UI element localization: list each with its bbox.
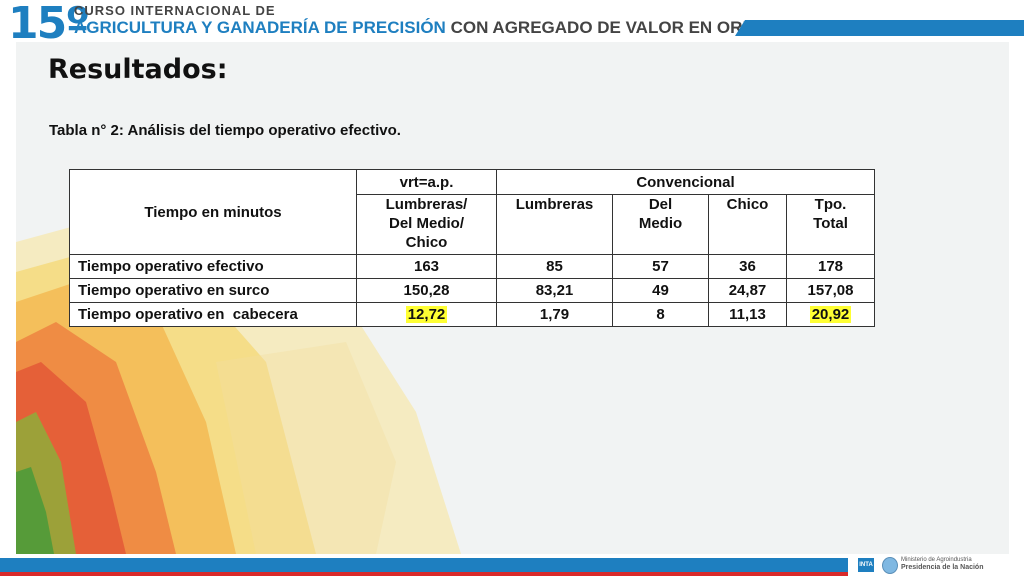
footer-red-band (0, 572, 848, 576)
national-seal-icon (882, 557, 898, 574)
table-cell: 49 (612, 278, 709, 303)
table-row: Tiempo operativo efectivo 163 85 57 36 1… (69, 254, 875, 279)
footer-blue-band (0, 558, 848, 572)
inta-logo: INTA (858, 558, 874, 572)
course-title-tail: CON AGREGADO DE VALOR EN ORIGEN (450, 18, 784, 37)
ministry-logo-text: Ministerio de Agroindustria Presidencia … (901, 557, 983, 571)
group-header-vrt: vrt=a.p. (356, 169, 497, 195)
slide-panel: Resultados: Tabla n° 2: Análisis del tie… (16, 42, 1009, 554)
ministry-name: Ministerio de Agroindustria (901, 557, 972, 563)
table-row: Tiempo operativo en surco 150,28 83,21 4… (69, 278, 875, 303)
column-header: Del Medio (612, 194, 709, 255)
column-header: Lumbreras/ Del Medio/ Chico (356, 194, 497, 255)
table-cell: 157,08 (786, 278, 875, 303)
edition-number: 15º (8, 0, 90, 49)
slide-title: Resultados: (48, 54, 228, 85)
table-cell: 8 (612, 302, 709, 327)
table-cell: 57 (612, 254, 709, 279)
course-line-1: CURSO INTERNACIONAL DE (74, 3, 276, 18)
highlighted-value: 20,92 (809, 306, 852, 323)
column-header: Lumbreras (496, 194, 613, 255)
row-label: Tiempo operativo efectivo (69, 254, 357, 279)
results-table: Tiempo en minutos vrt=a.p. Convencional … (69, 169, 875, 327)
table-cell: 1,79 (496, 302, 613, 327)
header: 15º CURSO INTERNACIONAL DE AGRICULTURA Y… (0, 0, 1024, 49)
row-label: Tiempo operativo en surco (69, 278, 357, 303)
table-cell: 163 (356, 254, 497, 279)
background-decoration (16, 212, 461, 554)
row-header-cell: Tiempo en minutos (69, 169, 357, 255)
table-cell: 20,92 (786, 302, 875, 327)
course-line-2: AGRICULTURA Y GANADERÍA DE PRECISIÓN CON… (74, 18, 784, 38)
table-caption: Tabla n° 2: Análisis del tiempo operativ… (49, 122, 401, 139)
table-cell: 12,72 (356, 302, 497, 327)
table-cell: 36 (708, 254, 787, 279)
row-label: Tiempo operativo en cabecera (69, 302, 357, 327)
table-cell: 150,28 (356, 278, 497, 303)
highlighted-value: 12,72 (405, 306, 448, 323)
table-cell: 83,21 (496, 278, 613, 303)
group-header-convencional: Convencional (496, 169, 875, 195)
column-header: Tpo. Total (786, 194, 875, 255)
header-accent-bar (735, 20, 1024, 36)
table-cell: 11,13 (708, 302, 787, 327)
course-title-main: AGRICULTURA Y GANADERÍA DE PRECISIÓN (74, 18, 446, 37)
table-row: Tiempo operativo en cabecera 12,72 1,79 … (69, 302, 875, 327)
table-cell: 24,87 (708, 278, 787, 303)
presidency-name: Presidencia de la Nación (901, 564, 984, 571)
column-header: Chico (708, 194, 787, 255)
table-cell: 85 (496, 254, 613, 279)
table-cell: 178 (786, 254, 875, 279)
